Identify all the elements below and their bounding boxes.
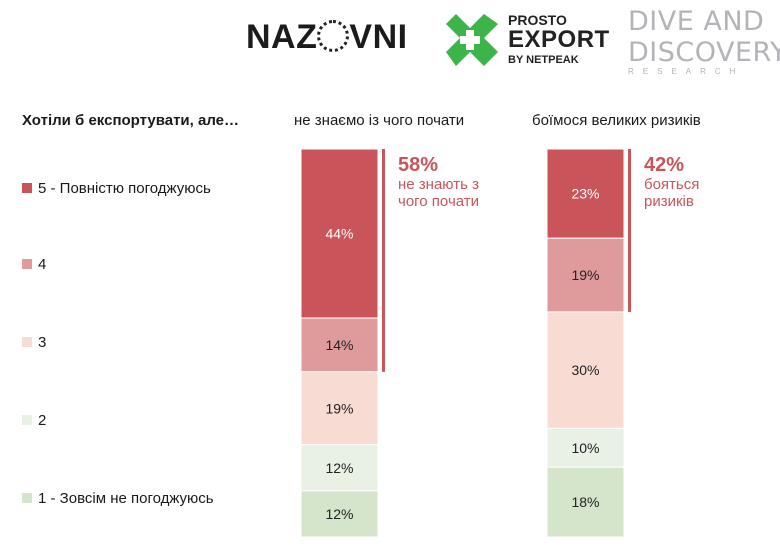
- nazovni-logo-text-end: VNI: [349, 18, 408, 56]
- legend-label-1: 1 - Зовсім не погоджуюсь: [38, 490, 214, 507]
- column-title-1: не знаємо із чого почати: [294, 112, 465, 129]
- annotation-1-line2: чого почати: [398, 193, 480, 210]
- legend-label-3: 3: [38, 334, 47, 351]
- data-label-2-col2: 10%: [571, 440, 599, 456]
- data-label-3-col1: 19%: [325, 400, 353, 416]
- dive-logo-line2: DISCOVERY: [628, 37, 780, 68]
- annotation-2-line2: ризиків: [644, 193, 694, 210]
- data-label-1-col2: 18%: [571, 494, 599, 510]
- legend-swatch-1: [22, 493, 32, 503]
- legend-item-5: 5 - Повністю погоджуюсь: [22, 180, 211, 197]
- legend-swatch-4: [22, 259, 32, 269]
- data-label-4-col2: 19%: [571, 267, 599, 283]
- data-label-3-col2: 30%: [571, 362, 599, 378]
- data-label-2-col1: 12%: [325, 460, 353, 476]
- annotation-1-line1: не знають з: [398, 176, 479, 193]
- legend-label-5: 5 - Повністю погоджуюсь: [38, 180, 211, 197]
- prosto-logo-line1: PROSTO: [508, 12, 567, 28]
- legend-item-4: 4: [22, 256, 46, 273]
- question-title: Хотіли б експортувати, але…: [22, 112, 239, 129]
- top2-bracket-col2: [628, 149, 631, 312]
- column-title-2: боїмося великих ризиків: [532, 112, 701, 129]
- prosto-logo-line3: BY NETPEAK: [508, 54, 579, 66]
- annotation-1: 58% не знають з чого почати: [398, 154, 479, 210]
- legend-swatch-3: [22, 337, 32, 347]
- green-cross-icon: [446, 14, 498, 66]
- bar-segment-3-col2: [546, 311, 625, 429]
- legend-item-3: 3: [22, 334, 46, 351]
- bar-segment-1-col1: [300, 490, 379, 538]
- dive-logo-line3: RESEARCH: [628, 67, 745, 76]
- legend-swatch-2: [22, 415, 32, 425]
- bar-segment-4-col2: [546, 237, 625, 313]
- bar-segment-2-col2: [546, 427, 625, 468]
- data-label-1-col1: 12%: [325, 506, 353, 522]
- legend-label-2: 2: [38, 412, 47, 429]
- prosto-export-logo: PROSTO EXPORT BY NETPEAK: [446, 12, 621, 68]
- data-label-5-col1: 44%: [325, 226, 353, 242]
- legend-swatch-5: [22, 183, 32, 193]
- dive-and-discovery-logo: DIVE AND DISCOVERY RESEARCH: [628, 6, 780, 76]
- annotation-2: 42% бояться ризиків: [644, 154, 699, 210]
- top2-bracket-col1: [382, 149, 385, 372]
- legend-item-2: 2: [22, 412, 46, 429]
- annotation-1-percent: 58%: [398, 154, 439, 176]
- bar-segment-3-col1: [300, 371, 379, 446]
- annotation-2-line1: бояться: [644, 176, 700, 193]
- bar-segment-4-col1: [300, 317, 379, 373]
- logos-header: NAZ VNI PROSTO EXPORT BY NETPEAK DIVE AND…: [0, 0, 780, 90]
- globe-icon: [317, 20, 350, 52]
- legend-label-4: 4: [38, 256, 47, 273]
- prosto-logo-line2: EXPORT: [508, 26, 610, 53]
- nazovni-logo-text-start: NAZ: [246, 18, 318, 56]
- data-label-5-col2: 23%: [571, 186, 599, 202]
- data-label-4-col1: 14%: [325, 337, 353, 353]
- nazovni-logo: NAZ VNI: [246, 18, 408, 57]
- annotation-2-percent: 42%: [644, 154, 685, 176]
- bar-segment-1-col2: [546, 466, 625, 538]
- bar-segment-5-col1: [300, 148, 379, 319]
- dive-logo-line1: DIVE AND: [628, 6, 765, 37]
- legend-item-1: 1 - Зовсім не погоджуюсь: [22, 490, 214, 507]
- bar-segment-5-col2: [546, 148, 625, 239]
